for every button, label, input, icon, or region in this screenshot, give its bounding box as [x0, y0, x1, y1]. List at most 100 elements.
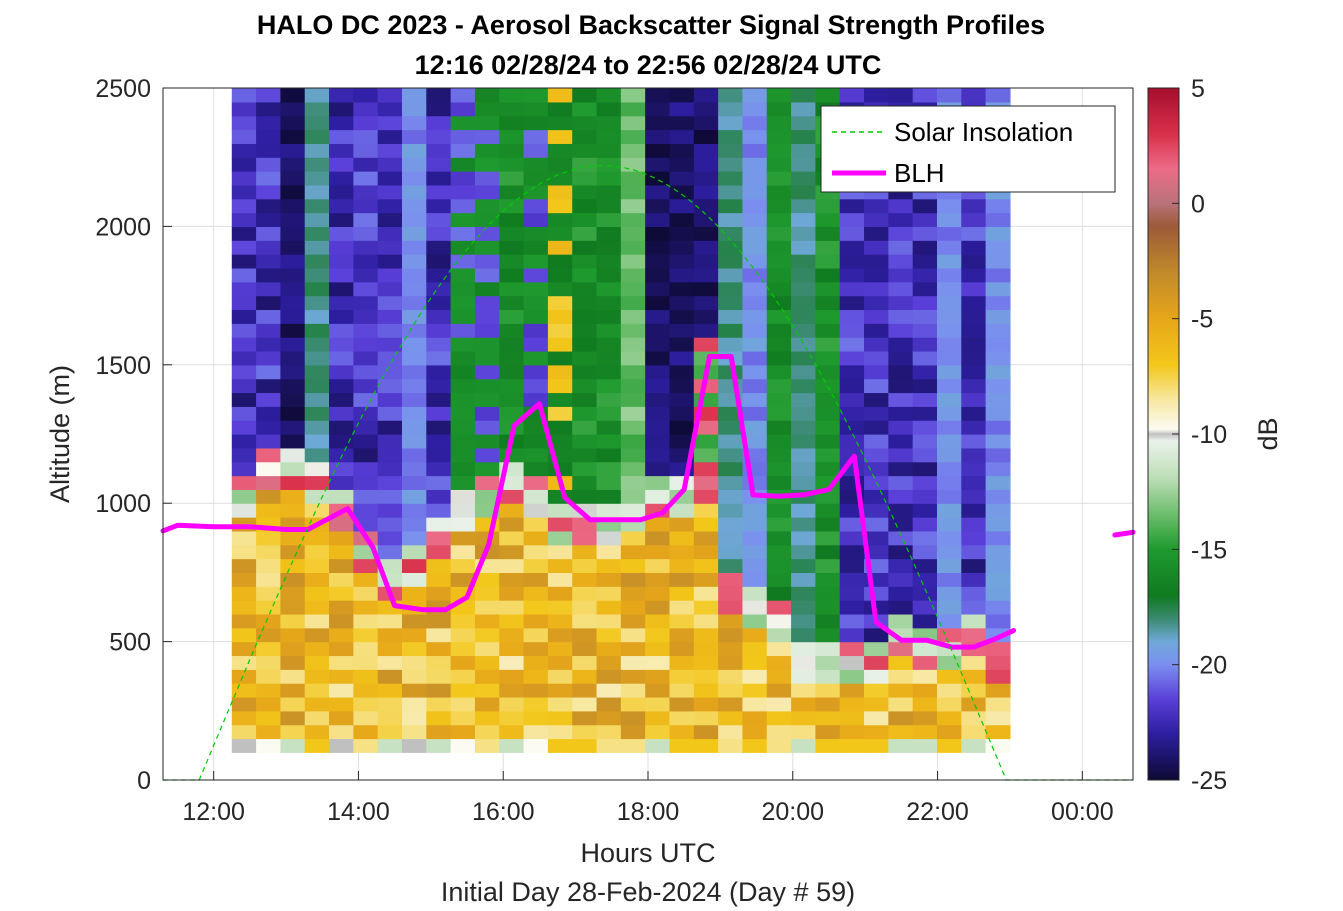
heatmap-cell — [401, 143, 427, 158]
heatmap-cell — [450, 129, 476, 144]
heatmap-cell — [474, 489, 500, 504]
heatmap-cell — [426, 544, 452, 560]
heatmap-cell — [329, 323, 354, 338]
heatmap-cell — [912, 489, 938, 504]
heatmap-cell — [864, 586, 889, 601]
heatmap-cell — [791, 240, 816, 255]
heatmap-cell — [620, 434, 646, 449]
heatmap-cell — [450, 392, 476, 407]
heatmap-cell — [620, 350, 646, 366]
heatmap-cell — [353, 475, 379, 490]
heatmap-cell — [985, 683, 1011, 698]
heatmap-cell — [961, 627, 987, 643]
heatmap-cell — [742, 475, 768, 490]
heatmap-cell — [718, 267, 744, 283]
heatmap-cell — [693, 669, 719, 684]
heatmap-cell — [304, 434, 330, 449]
heatmap-cell — [329, 254, 354, 269]
heatmap-cell — [426, 88, 452, 103]
heatmap-cell — [864, 88, 889, 103]
heatmap-cell — [669, 337, 695, 352]
heatmap-cell — [547, 364, 573, 380]
heatmap-cell — [718, 558, 744, 573]
heatmap-cell — [353, 240, 379, 255]
heatmap-cell — [888, 586, 914, 601]
heatmap-cell — [912, 364, 938, 380]
heatmap-cell — [523, 503, 549, 518]
heatmap-cell — [450, 226, 476, 241]
heatmap-cell — [377, 696, 403, 712]
heatmap-cell — [620, 226, 646, 241]
heatmap-cell — [474, 378, 500, 394]
heatmap-cell — [766, 641, 792, 657]
heatmap-cell — [669, 240, 695, 255]
legend-box — [820, 105, 1116, 193]
heatmap-cell — [401, 738, 427, 753]
heatmap-cell — [985, 517, 1011, 532]
heatmap-cell — [304, 503, 330, 518]
heatmap-cell — [912, 475, 938, 490]
heatmap-cell — [936, 254, 962, 269]
heatmap-cell — [450, 364, 476, 380]
heatmap-cell — [547, 281, 573, 297]
heatmap-cell — [377, 101, 403, 117]
heatmap-cell — [961, 475, 987, 490]
y-axis-label: Altitude (m) — [45, 365, 75, 503]
heatmap-cell — [961, 738, 987, 753]
heatmap-cell — [547, 295, 573, 311]
heatmap-cell — [693, 544, 719, 560]
heatmap-cell — [280, 378, 306, 394]
heatmap-cell — [596, 157, 622, 172]
heatmap-cell — [645, 337, 671, 352]
heatmap-cell — [450, 655, 476, 670]
heatmap-cell — [450, 198, 476, 214]
heatmap-cell — [572, 627, 598, 643]
heatmap-cell — [693, 683, 719, 698]
heatmap-cell — [742, 143, 768, 158]
heatmap-cell — [839, 212, 865, 227]
heatmap-cell — [961, 558, 987, 573]
heatmap-cell — [620, 295, 646, 311]
heatmap-cell — [961, 683, 987, 698]
heatmap-cell — [766, 295, 792, 311]
heatmap-cell — [718, 447, 744, 463]
heatmap-cell — [450, 517, 476, 532]
heatmap-cell — [815, 724, 841, 740]
heatmap-cell — [766, 323, 792, 338]
heatmap-cell — [839, 641, 865, 657]
heatmap-cell — [742, 406, 768, 421]
heatmap-cell — [523, 696, 549, 712]
heatmap-cell — [936, 198, 962, 214]
heatmap-cell — [961, 240, 987, 255]
heatmap-cell — [718, 669, 744, 684]
heatmap-cell — [620, 337, 646, 352]
heatmap-cell — [742, 267, 768, 283]
heatmap-cell — [936, 683, 962, 698]
heatmap-cell — [936, 517, 962, 532]
heatmap-cell — [645, 461, 671, 477]
heatmap-cell — [888, 503, 914, 518]
heatmap-cell — [547, 226, 573, 241]
heatmap-cell — [329, 558, 354, 573]
heatmap-cell — [742, 641, 768, 657]
heatmap-cell — [766, 613, 792, 629]
heatmap-cell — [888, 600, 914, 615]
heatmap-cell — [864, 378, 889, 394]
heatmap-cell — [256, 101, 282, 117]
heatmap-cell — [523, 240, 549, 255]
heatmap-cell — [450, 738, 476, 753]
heatmap-cell — [888, 337, 914, 352]
heatmap-cell — [547, 350, 573, 366]
heatmap-cell — [450, 309, 476, 324]
heatmap-cell — [815, 461, 841, 477]
heatmap-cell — [499, 101, 525, 117]
heatmap-cell — [256, 586, 282, 601]
heatmap-cell — [499, 683, 525, 698]
heatmap-cell — [523, 572, 549, 587]
heatmap-cell — [815, 254, 841, 269]
heatmap-cell — [329, 655, 354, 670]
heatmap-cell — [547, 267, 573, 283]
heatmap-cell — [353, 184, 379, 200]
heatmap-cell — [547, 240, 573, 255]
